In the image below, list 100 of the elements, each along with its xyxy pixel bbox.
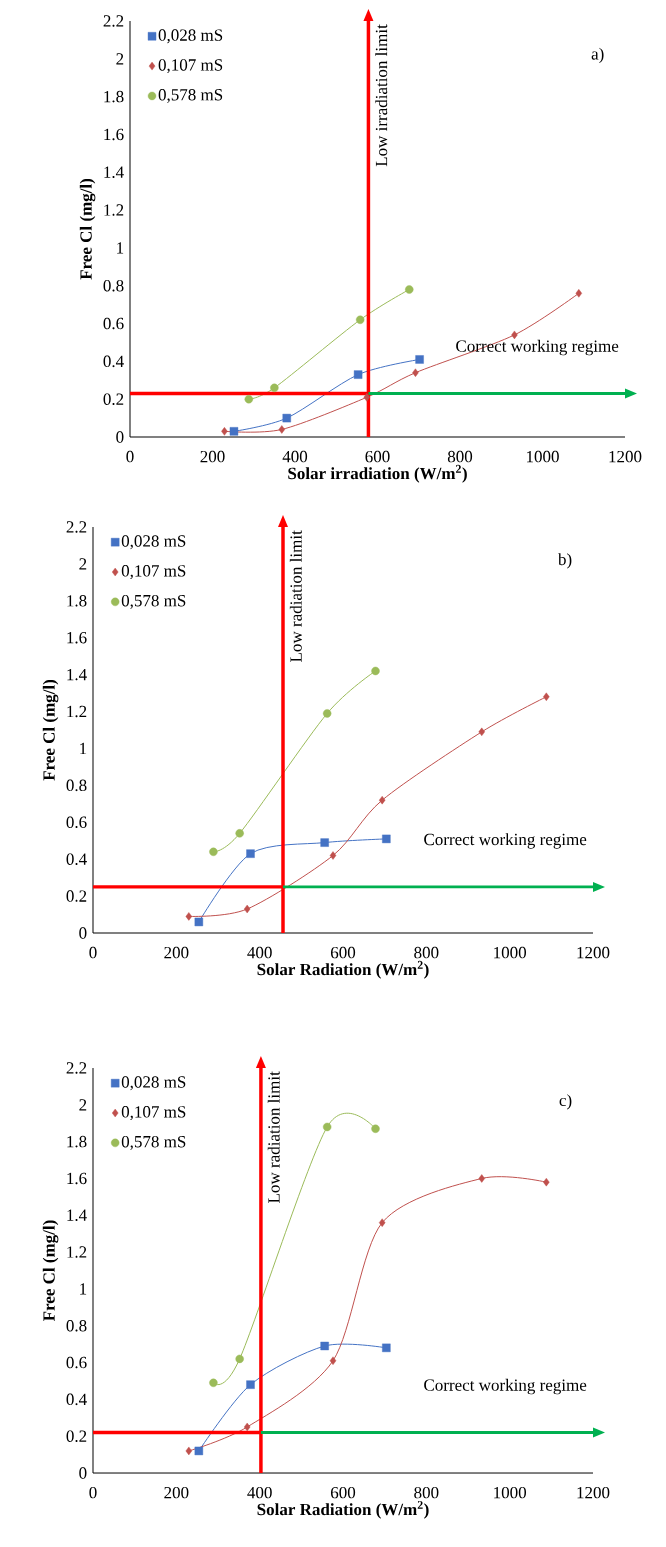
y-tick-label: 1.2 bbox=[67, 705, 87, 718]
y-tick-label: 1.2 bbox=[104, 204, 124, 216]
y-tick-label: 2.2 bbox=[103, 15, 124, 27]
point bbox=[185, 912, 193, 921]
x-tick-label: 600 bbox=[365, 450, 390, 463]
y-tick-label: 2.2 bbox=[66, 521, 87, 533]
point bbox=[478, 1174, 485, 1183]
legend-label: 0,107 mS bbox=[121, 1106, 186, 1121]
y-tick-label: 0 bbox=[116, 431, 124, 443]
annotation: b) bbox=[557, 553, 572, 569]
point bbox=[235, 829, 244, 838]
point bbox=[329, 1356, 337, 1365]
point bbox=[511, 330, 518, 340]
x-axis-title: Solar irradiation (W/m$^{2}$) bbox=[288, 464, 467, 483]
y-tick-label: 0.6 bbox=[103, 317, 124, 330]
legend-label: 0,028 mS bbox=[121, 535, 186, 550]
y-tick-label: 0.2 bbox=[66, 890, 87, 902]
point bbox=[355, 315, 365, 324]
y-tick-label: 1 bbox=[117, 242, 124, 254]
y-tick-label: 0.6 bbox=[66, 1356, 87, 1369]
point bbox=[322, 709, 332, 718]
y-tick-label: 1.6 bbox=[104, 128, 124, 141]
point bbox=[235, 1354, 244, 1364]
y-tick-label: 1.6 bbox=[67, 1172, 87, 1185]
point bbox=[378, 1218, 386, 1227]
y-tick-label: 1.8 bbox=[104, 90, 124, 103]
point bbox=[278, 425, 285, 434]
point bbox=[194, 1446, 204, 1456]
point bbox=[382, 834, 391, 844]
x-tick-label: 200 bbox=[200, 450, 225, 463]
x-tick-label: 400 bbox=[247, 946, 272, 959]
y-tick-label: 1.8 bbox=[67, 595, 87, 607]
point bbox=[243, 904, 251, 914]
y-tick-label: 1.8 bbox=[67, 1135, 87, 1148]
x-tick-label: 200 bbox=[164, 1486, 189, 1499]
point bbox=[371, 1124, 380, 1133]
x-tick-label: 600 bbox=[330, 946, 356, 959]
x-tick-label: 1000 bbox=[527, 450, 559, 463]
y-tick-label: 0.4 bbox=[66, 853, 87, 865]
point bbox=[246, 1380, 255, 1389]
y-tick-label: 1.4 bbox=[67, 1209, 87, 1222]
point bbox=[246, 849, 255, 858]
y-tick-label: 0.6 bbox=[66, 816, 87, 829]
y-tick-label: 0.2 bbox=[66, 1430, 87, 1442]
ref-line-label: Low radiation limit bbox=[267, 1071, 280, 1203]
point bbox=[244, 394, 253, 404]
point bbox=[478, 727, 485, 737]
x-tick-label: 1000 bbox=[494, 1486, 527, 1499]
y-axis-title: Free Cl (mg/l) bbox=[42, 1220, 59, 1322]
point bbox=[575, 289, 582, 298]
x-tick-label: 600 bbox=[330, 1486, 356, 1499]
y-tick-label: 0 bbox=[79, 1467, 87, 1479]
ref-line-label: Correct working regime bbox=[456, 339, 619, 356]
y-tick-label: 0.8 bbox=[66, 1319, 87, 1332]
point bbox=[329, 851, 337, 860]
x-tick-label: 800 bbox=[414, 1486, 439, 1499]
x-tick-label: 1200 bbox=[609, 450, 642, 463]
y-tick-label: 0.4 bbox=[103, 355, 124, 368]
x-tick-label: 400 bbox=[247, 1486, 272, 1499]
point bbox=[282, 413, 291, 423]
point bbox=[243, 1422, 251, 1432]
legend-label: 0,578 mS bbox=[121, 594, 186, 609]
legend-label: 0,578 mS bbox=[158, 89, 223, 103]
point bbox=[371, 666, 380, 676]
y-tick-label: 0 bbox=[79, 927, 87, 939]
point bbox=[320, 1341, 329, 1351]
ref-line-label: Low irradiation limit bbox=[375, 24, 388, 167]
y-axis-title: Free Cl (mg/l) bbox=[79, 178, 96, 280]
x-tick-label: 800 bbox=[447, 450, 473, 463]
ref-line-label: Low radiation limit bbox=[289, 530, 302, 662]
x-tick-label: 1200 bbox=[577, 946, 610, 959]
point bbox=[353, 370, 363, 379]
x-tick-label: 800 bbox=[414, 946, 439, 959]
y-tick-label: 0.8 bbox=[103, 279, 124, 292]
ref-line-label: Correct working regime bbox=[424, 1378, 587, 1395]
x-axis-title: Solar Radiation (W/m$^{2}$) bbox=[257, 960, 429, 979]
point bbox=[194, 917, 204, 927]
x-tick-label: 0 bbox=[89, 1486, 97, 1499]
x-tick-label: 0 bbox=[89, 946, 97, 959]
point bbox=[378, 795, 386, 805]
y-tick-label: 1.4 bbox=[104, 166, 124, 178]
y-axis-title: Free Cl (mg/l) bbox=[42, 679, 59, 781]
y-tick-label: 0.8 bbox=[66, 779, 87, 792]
legend-label: 0,028 mS bbox=[158, 29, 223, 44]
y-tick-label: 1.6 bbox=[67, 631, 87, 644]
x-tick-label: 1200 bbox=[577, 1486, 610, 1499]
point bbox=[209, 1378, 218, 1388]
y-tick-label: 2 bbox=[79, 1099, 87, 1111]
legend-label: 0,107 mS bbox=[158, 59, 223, 74]
point bbox=[415, 355, 424, 364]
x-tick-label: 0 bbox=[126, 450, 134, 463]
point bbox=[405, 285, 414, 294]
point bbox=[221, 427, 228, 436]
y-tick-label: 2 bbox=[79, 558, 87, 570]
point bbox=[543, 692, 550, 701]
point bbox=[270, 383, 279, 393]
y-tick-label: 1.2 bbox=[67, 1246, 87, 1258]
point bbox=[382, 1343, 391, 1353]
point bbox=[322, 1122, 332, 1132]
y-tick-label: 1 bbox=[80, 742, 87, 755]
